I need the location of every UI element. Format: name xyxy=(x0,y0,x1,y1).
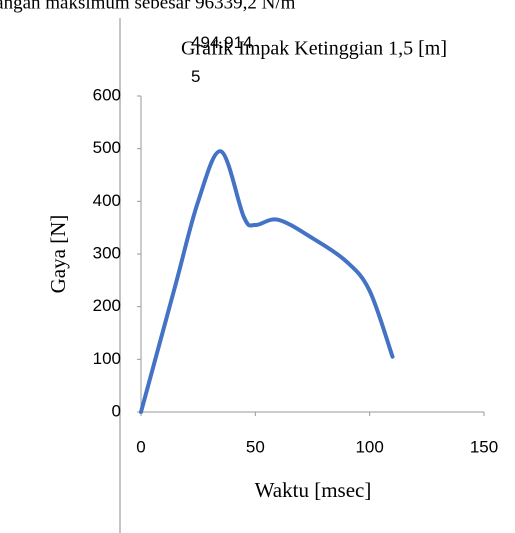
data-label: 494.9145 xyxy=(191,33,253,87)
y-tick-label: 0 xyxy=(112,401,121,420)
caption: an Tegangan maksimum sebesar 96339,2 N/m xyxy=(0,0,296,13)
x-tick-label: 150 xyxy=(470,437,498,456)
y-tick-label: 500 xyxy=(93,138,121,157)
y-tick-label: 300 xyxy=(93,243,121,262)
y-axis-label: Gaya [N] xyxy=(46,215,70,294)
chart-title: Grafik Impak Ketinggian 1,5 [m] xyxy=(181,38,447,60)
x-tick-label: 100 xyxy=(355,437,383,456)
y-tick-label: 400 xyxy=(93,191,121,210)
data-line xyxy=(139,149,395,414)
x-tick-label: 50 xyxy=(246,437,265,456)
y-tick-label: 100 xyxy=(93,349,121,368)
y-tick-label: 600 xyxy=(93,85,121,104)
x-tick-label: 0 xyxy=(136,437,145,456)
x-axis-label: Waktu [msec] xyxy=(255,478,372,502)
y-tick-label: 200 xyxy=(93,296,121,315)
data-label-box: 494.9145 xyxy=(191,33,253,87)
